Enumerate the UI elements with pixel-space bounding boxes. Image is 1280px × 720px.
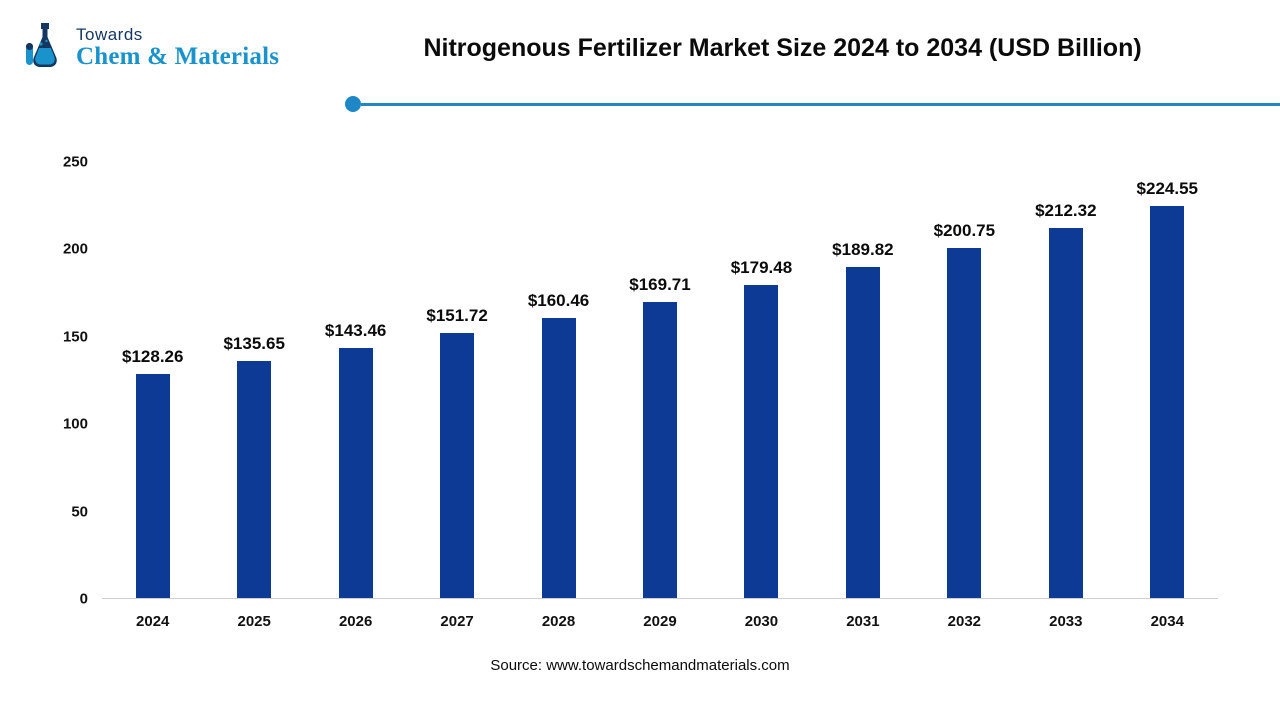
- header-divider: [345, 96, 1280, 112]
- source-text: Source: www.towardschemandmaterials.com: [490, 657, 790, 674]
- y-tick-label: 200: [62, 240, 88, 258]
- bar-group-2028: $160.46: [508, 162, 609, 598]
- bar-group-2024: $128.26: [102, 162, 203, 598]
- y-tick-label: 100: [62, 415, 88, 433]
- bar-value-label: $189.82: [832, 239, 894, 259]
- x-axis-label-2027: 2027: [440, 612, 474, 630]
- chart: 0 50 100 150 200 250 $128.26 $135.65 $143.46 $15…: [40, 154, 1218, 643]
- bar-value-label: $200.75: [933, 220, 996, 240]
- bar-value-label: $151.72: [426, 306, 488, 326]
- header: Towards Chem & Materials Nitrogenous Fer…: [0, 0, 1280, 96]
- bar-group-2032: $200.75: [914, 162, 1015, 598]
- y-tick-label: 250: [62, 153, 88, 171]
- divider-dot-icon: [345, 96, 361, 112]
- x-axis-label-2026: 2026: [338, 612, 373, 630]
- x-axis-label-2031: 2031: [846, 612, 880, 630]
- bar-group-2025: $135.65: [203, 162, 304, 598]
- bar-2027: [440, 333, 475, 598]
- logo-line1: Towards: [76, 24, 143, 44]
- bar-value-label: $169.71: [629, 275, 691, 295]
- plot-column: $128.26 $135.65 $143.46 $151.72 $160.46 $169.…: [102, 162, 1218, 643]
- bar-group-2029: $169.71: [609, 162, 710, 598]
- x-axis-label-2025: 2025: [237, 612, 271, 630]
- bar-group-2033: $212.32: [1015, 162, 1116, 598]
- bar-2028: [541, 318, 576, 598]
- bar-group-2027: $151.72: [406, 162, 507, 598]
- x-axis: 2024 2025 2026 2027 2028 2029 2030 2031 2032 2033…: [102, 599, 1218, 643]
- logo-text: Towards Chem & Materials: [76, 26, 279, 70]
- plot-area: $128.26 $135.65 $143.46 $151.72 $160.46 $169.…: [102, 162, 1218, 599]
- page-title: Nitrogenous Fertilizer Market Size 2024 …: [423, 33, 1142, 62]
- bar-value-label: $179.48: [730, 258, 793, 277]
- x-axis-label-2033: 2033: [1049, 612, 1083, 630]
- bar-group-2031: $189.82: [812, 162, 913, 598]
- x-axis-label-2024: 2024: [136, 612, 170, 630]
- bar-2029: [642, 302, 677, 598]
- y-tick-label: 0: [79, 590, 88, 608]
- bar-value-label: $143.46: [324, 320, 387, 340]
- bar-2031: [845, 266, 880, 598]
- x-axis-label-2028: 2028: [541, 612, 576, 630]
- flask-icon: [26, 23, 57, 67]
- logo: Towards Chem & Materials: [22, 21, 279, 75]
- bar-2026: [338, 347, 373, 598]
- bar-value-label: $160.46: [527, 291, 590, 311]
- bar-2024: [135, 374, 170, 598]
- x-axis-label-2034: 2034: [1150, 612, 1184, 630]
- logo-line2: Chem & Materials: [76, 42, 280, 70]
- bar-2030: [744, 285, 779, 598]
- bar-value-label: $212.32: [1035, 200, 1097, 220]
- bar-value-label: $224.55: [1136, 179, 1198, 199]
- bar-group-2030: $179.48: [711, 162, 812, 598]
- x-axis-label-2029: 2029: [643, 612, 677, 630]
- bar-value-label: $128.26: [122, 347, 184, 367]
- bar-group-2026: $143.46: [305, 162, 406, 598]
- x-axis-label-2030: 2030: [744, 612, 779, 630]
- y-axis: 0 50 100 150 200 250: [40, 154, 102, 608]
- x-axis-label-2032: 2032: [947, 612, 982, 630]
- bar-2032: [947, 247, 982, 598]
- bar-group-2034: $224.55: [1117, 162, 1218, 598]
- y-tick-label: 150: [62, 328, 88, 346]
- divider-line: [361, 102, 1280, 106]
- bar-2025: [237, 361, 272, 598]
- y-tick-label: 50: [71, 503, 88, 521]
- bar-2033: [1048, 227, 1083, 598]
- bar-value-label: $135.65: [223, 334, 285, 354]
- bar-2034: [1150, 206, 1185, 598]
